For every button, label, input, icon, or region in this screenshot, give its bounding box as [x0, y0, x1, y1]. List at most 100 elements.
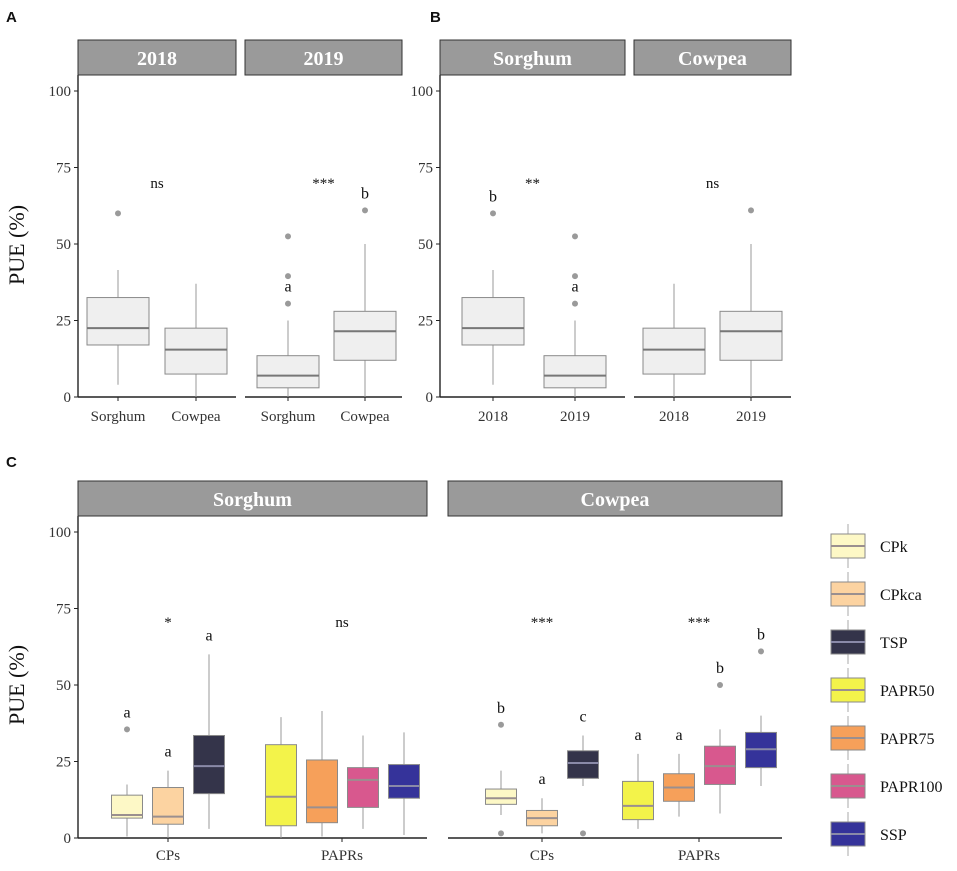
x-tick-label: 2019 [736, 409, 766, 425]
outlier-point [572, 300, 578, 307]
box-papr75 [306, 759, 338, 824]
x-tick-label: CPs [530, 848, 554, 864]
significance-label: *** [688, 615, 711, 631]
outlier-point [572, 273, 578, 280]
facet-strip-label: 2018 [137, 48, 177, 70]
box-sorghum [86, 297, 150, 346]
outlier-point [758, 648, 764, 655]
significance-letter: a [205, 627, 212, 644]
legend-label: CPk [880, 539, 908, 556]
significance-label: ** [525, 176, 540, 192]
box-cpk [111, 794, 143, 819]
outlier-point [362, 207, 368, 214]
significance-letter: a [675, 727, 682, 744]
box-sorghum [256, 355, 320, 389]
outlier-point [748, 207, 754, 214]
outlier-point [490, 210, 496, 217]
legend-label: CPkca [880, 587, 922, 604]
significance-letter: a [634, 727, 641, 744]
significance-letter: c [579, 708, 586, 725]
legend-label: PAPR50 [880, 683, 935, 700]
y-tick-label: 0 [426, 390, 434, 406]
outlier-point [498, 830, 504, 837]
outlier-point [572, 233, 578, 240]
box-cpkca [152, 787, 184, 825]
outlier-point [498, 721, 504, 728]
y-tick-label: 50 [56, 678, 71, 694]
panel-label-c: C [6, 454, 17, 471]
facet-strip-label: Cowpea [678, 48, 747, 70]
y-tick-label: 50 [56, 237, 71, 253]
outlier-point [124, 726, 130, 733]
x-tick-label: 2018 [478, 409, 508, 425]
facet-strip-label: 2019 [304, 48, 344, 70]
legend-label: SSP [880, 827, 907, 844]
significance-label: * [164, 615, 172, 631]
facet-strip [439, 39, 626, 76]
box-2019 [543, 355, 607, 389]
legend-label: TSP [880, 635, 908, 652]
significance-letter: b [361, 185, 369, 202]
box-ssp [388, 764, 420, 799]
box-cowpea [333, 310, 397, 361]
box-papr50 [265, 744, 297, 827]
y-tick-label: 75 [56, 161, 71, 177]
significance-letter: a [164, 744, 171, 761]
significance-label: *** [531, 615, 554, 631]
legend-label: PAPR100 [880, 779, 943, 796]
y-tick-label: 75 [56, 602, 71, 618]
y-tick-label: 25 [418, 314, 433, 330]
x-tick-label: PAPRs [321, 848, 363, 864]
y-tick-label: 75 [418, 161, 433, 177]
x-tick-label: PAPRs [678, 848, 720, 864]
significance-letter: a [284, 279, 291, 296]
x-tick-label: CPs [156, 848, 180, 864]
significance-label: ns [706, 176, 720, 192]
y-tick-label: 25 [56, 755, 71, 771]
facet-strip [447, 480, 783, 517]
facet-strip [244, 39, 403, 76]
outlier-point [580, 830, 586, 837]
box-2019 [719, 310, 783, 361]
panel-label-a: A [6, 9, 17, 26]
significance-letter: b [497, 700, 505, 717]
x-tick-label: Cowpea [340, 409, 389, 425]
y-axis-title-top: PUE (%) [4, 205, 29, 285]
box-2018 [642, 327, 706, 375]
facet-strip [77, 480, 428, 517]
significance-letter: b [489, 188, 497, 205]
outlier-point [285, 273, 291, 280]
significance-letter: a [571, 279, 578, 296]
y-tick-label: 100 [411, 84, 434, 100]
significance-letter: b [716, 660, 724, 677]
x-tick-label: 2018 [659, 409, 689, 425]
facet-strip [77, 39, 237, 76]
legend-label: PAPR75 [880, 731, 935, 748]
x-tick-label: Sorghum [91, 409, 146, 425]
box-tsp [567, 750, 599, 779]
box-2018 [461, 297, 525, 346]
x-tick-label: Cowpea [171, 409, 220, 425]
outlier-point [285, 233, 291, 240]
outlier-point [285, 300, 291, 307]
significance-letter: a [538, 771, 545, 788]
panel-label-b: B [430, 9, 441, 26]
facet-strip-label: Sorghum [213, 489, 292, 511]
y-tick-label: 0 [64, 390, 72, 406]
y-axis-title-bottom: PUE (%) [4, 645, 29, 725]
y-tick-label: 0 [64, 831, 72, 847]
facet-strip [633, 39, 792, 76]
significance-label: *** [312, 176, 335, 192]
box-cpk [485, 788, 517, 805]
y-tick-label: 100 [49, 84, 72, 100]
facet-strip-label: Cowpea [581, 489, 650, 511]
significance-label: ns [335, 615, 349, 631]
y-tick-label: 50 [418, 237, 433, 253]
y-tick-label: 100 [49, 525, 72, 541]
box-papr100 [347, 767, 379, 808]
outlier-point [717, 682, 723, 688]
box-papr50 [622, 780, 654, 821]
facet-strip-label: Sorghum [493, 48, 572, 70]
